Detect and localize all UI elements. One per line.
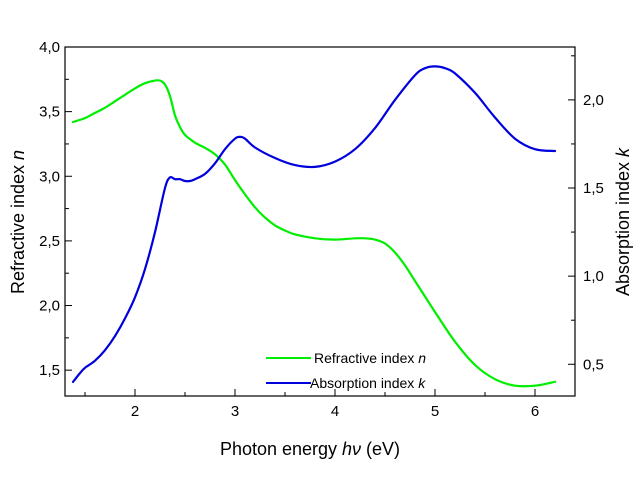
y-right-tick-label: 0,5: [583, 356, 604, 373]
x-tick-label: 4: [331, 403, 339, 420]
y-left-tick-label: 4,0: [39, 39, 60, 56]
series-line-refractive-index: [71, 79, 557, 388]
legend-label-absorption-index: Absorption index k: [310, 375, 426, 391]
y-right-tick-label: 1,5: [583, 180, 604, 197]
y-left-tick-label: 2,0: [39, 298, 60, 315]
series-layer: [71, 65, 557, 388]
x-tick-label: 2: [131, 403, 139, 420]
ticks: 2 3 4 5 6 1,5 2,0 2,5 3,0 3,5 4,0 0,5 1,0 1,5 2,0: [39, 39, 604, 420]
y-left-tick-label: 3,0: [39, 168, 60, 185]
y-left-tick-label: 1,5: [39, 362, 60, 379]
x-tick-label: 6: [531, 403, 539, 420]
x-tick-label: 3: [231, 403, 239, 420]
x-axis-title: Photon energy hν (eV): [220, 439, 400, 459]
series-line-absorption-index: [71, 65, 557, 383]
y-right-tick-label: 2,0: [583, 92, 604, 109]
y-right-tick-label: 1,0: [583, 268, 604, 285]
y-left-tick-label: 2,5: [39, 233, 60, 250]
x-tick-label: 5: [431, 403, 439, 420]
y-axis-right-title: Absorption index k: [613, 147, 633, 296]
legend-label-refractive-index: Refractive index n: [314, 350, 426, 366]
legend: Refractive index n Absorption index k: [266, 350, 426, 391]
y-left-tick-label: 3,5: [39, 104, 60, 121]
plot-frame: [64, 46, 576, 397]
y-axis-left-title: Refractive index n: [8, 150, 28, 294]
